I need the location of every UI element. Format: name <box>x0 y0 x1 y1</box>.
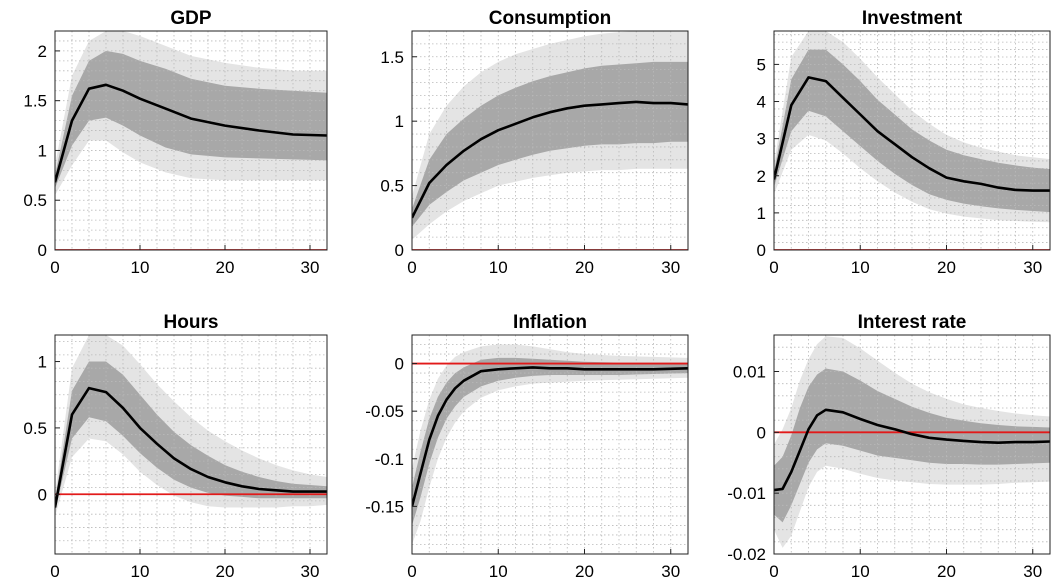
x-tick-label: 30 <box>1023 258 1042 277</box>
y-tick-label: 1 <box>38 353 47 372</box>
x-tick-label: 10 <box>851 562 870 581</box>
grid <box>412 31 688 250</box>
y-tick-label: 0 <box>395 241 404 260</box>
grid <box>55 335 327 554</box>
panel-title: Hours <box>164 312 219 333</box>
y-tick-label: 2 <box>38 42 47 61</box>
x-tick-label: 30 <box>661 562 680 581</box>
x-tick-label: 20 <box>575 562 594 581</box>
plot-area <box>55 31 327 250</box>
grid <box>774 31 1050 250</box>
x-tick-label: 30 <box>301 258 320 277</box>
axes-frame <box>54 334 328 555</box>
x-tick-label: 20 <box>937 258 956 277</box>
x-tick-label: 20 <box>216 562 235 581</box>
median-response-line <box>55 386 327 508</box>
panel-5: 0 10 20 30 -0.15 -0.1 -0.05 0 Inflation <box>365 312 689 581</box>
panel-2: 0 10 20 30 0 0.5 1 1.5 Consumption <box>380 8 689 277</box>
x-tick-label: 10 <box>131 562 150 581</box>
plot-area <box>55 335 327 554</box>
plot-area <box>774 335 1050 554</box>
y-tick-label: -0.05 <box>365 402 404 421</box>
x-tick-label: 30 <box>301 562 320 581</box>
y-tick-label: 0.5 <box>380 177 404 196</box>
y-tick-label: 1 <box>395 112 404 131</box>
median-response-line <box>774 76 1050 192</box>
y-tick-label: 1 <box>757 204 766 223</box>
axes-frame <box>54 30 328 251</box>
confidence-band-inner <box>774 368 1050 523</box>
panel-6: 0 10 20 30 -0.02 -0.01 0 0.01 Interest rate <box>727 312 1051 581</box>
y-tick-label: -0.02 <box>727 545 766 564</box>
panel-1: 0 10 20 30 0 0.5 1 1.5 2 GDP <box>23 8 328 277</box>
y-tick-label: 1.5 <box>23 92 47 111</box>
y-tick-label: 1 <box>38 141 47 160</box>
median-response-line <box>412 366 688 507</box>
x-tick-label: 20 <box>937 562 956 581</box>
x-tick-label: 20 <box>575 258 594 277</box>
y-tick-label: 0 <box>395 355 404 374</box>
y-tick-label: 0.5 <box>23 191 47 210</box>
x-tick-label: 10 <box>851 258 870 277</box>
x-tick-label: 0 <box>50 258 59 277</box>
y-tick-label: 0 <box>757 423 766 442</box>
panel-title: Investment <box>862 8 963 29</box>
y-tick-label: -0.1 <box>375 450 404 469</box>
x-tick-label: 0 <box>407 562 416 581</box>
axes-frame <box>411 30 689 251</box>
axes-frame <box>773 30 1051 251</box>
x-tick-label: 10 <box>131 258 150 277</box>
median-response-line <box>412 100 688 219</box>
y-tick-label: 2 <box>757 167 766 186</box>
y-tick-label: -0.15 <box>365 497 404 516</box>
median-response-line <box>55 83 327 183</box>
grid <box>774 335 1050 554</box>
y-tick-label: 5 <box>757 55 766 74</box>
y-tick-label: 0.01 <box>733 363 766 382</box>
x-tick-label: 0 <box>769 258 778 277</box>
x-tick-label: 10 <box>489 562 508 581</box>
panel-title: Consumption <box>489 8 611 29</box>
y-tick-label: 0 <box>757 241 766 260</box>
grid <box>55 31 327 250</box>
panel-4: 0 10 20 30 0 0.5 1 Hours <box>23 312 328 581</box>
x-tick-label: 0 <box>407 258 416 277</box>
plot-area <box>412 31 688 250</box>
panel-3: 0 10 20 30 0 1 2 3 4 5 Investment <box>757 8 1051 277</box>
x-tick-label: 0 <box>50 562 59 581</box>
x-tick-label: 30 <box>1023 562 1042 581</box>
panel-title: GDP <box>170 8 212 29</box>
confidence-band-outer <box>412 344 688 545</box>
y-tick-label: 0 <box>38 485 47 504</box>
x-tick-label: 30 <box>661 258 680 277</box>
axes-frame <box>773 334 1051 555</box>
y-tick-label: 4 <box>757 93 766 112</box>
median-response-line <box>774 408 1050 492</box>
y-tick-label: 0 <box>38 241 47 260</box>
y-tick-label: 0.5 <box>23 419 47 438</box>
x-tick-label: 20 <box>216 258 235 277</box>
panel-title: Inflation <box>513 312 587 333</box>
plot-area <box>412 335 688 554</box>
x-tick-label: 10 <box>489 258 508 277</box>
y-tick-label: 1.5 <box>380 48 404 67</box>
y-tick-label: -0.01 <box>727 484 766 503</box>
y-tick-label: 3 <box>757 130 766 149</box>
panel-title: Interest rate <box>858 312 967 333</box>
x-tick-label: 0 <box>769 562 778 581</box>
axes-frame <box>411 334 689 555</box>
plot-area <box>774 31 1050 250</box>
